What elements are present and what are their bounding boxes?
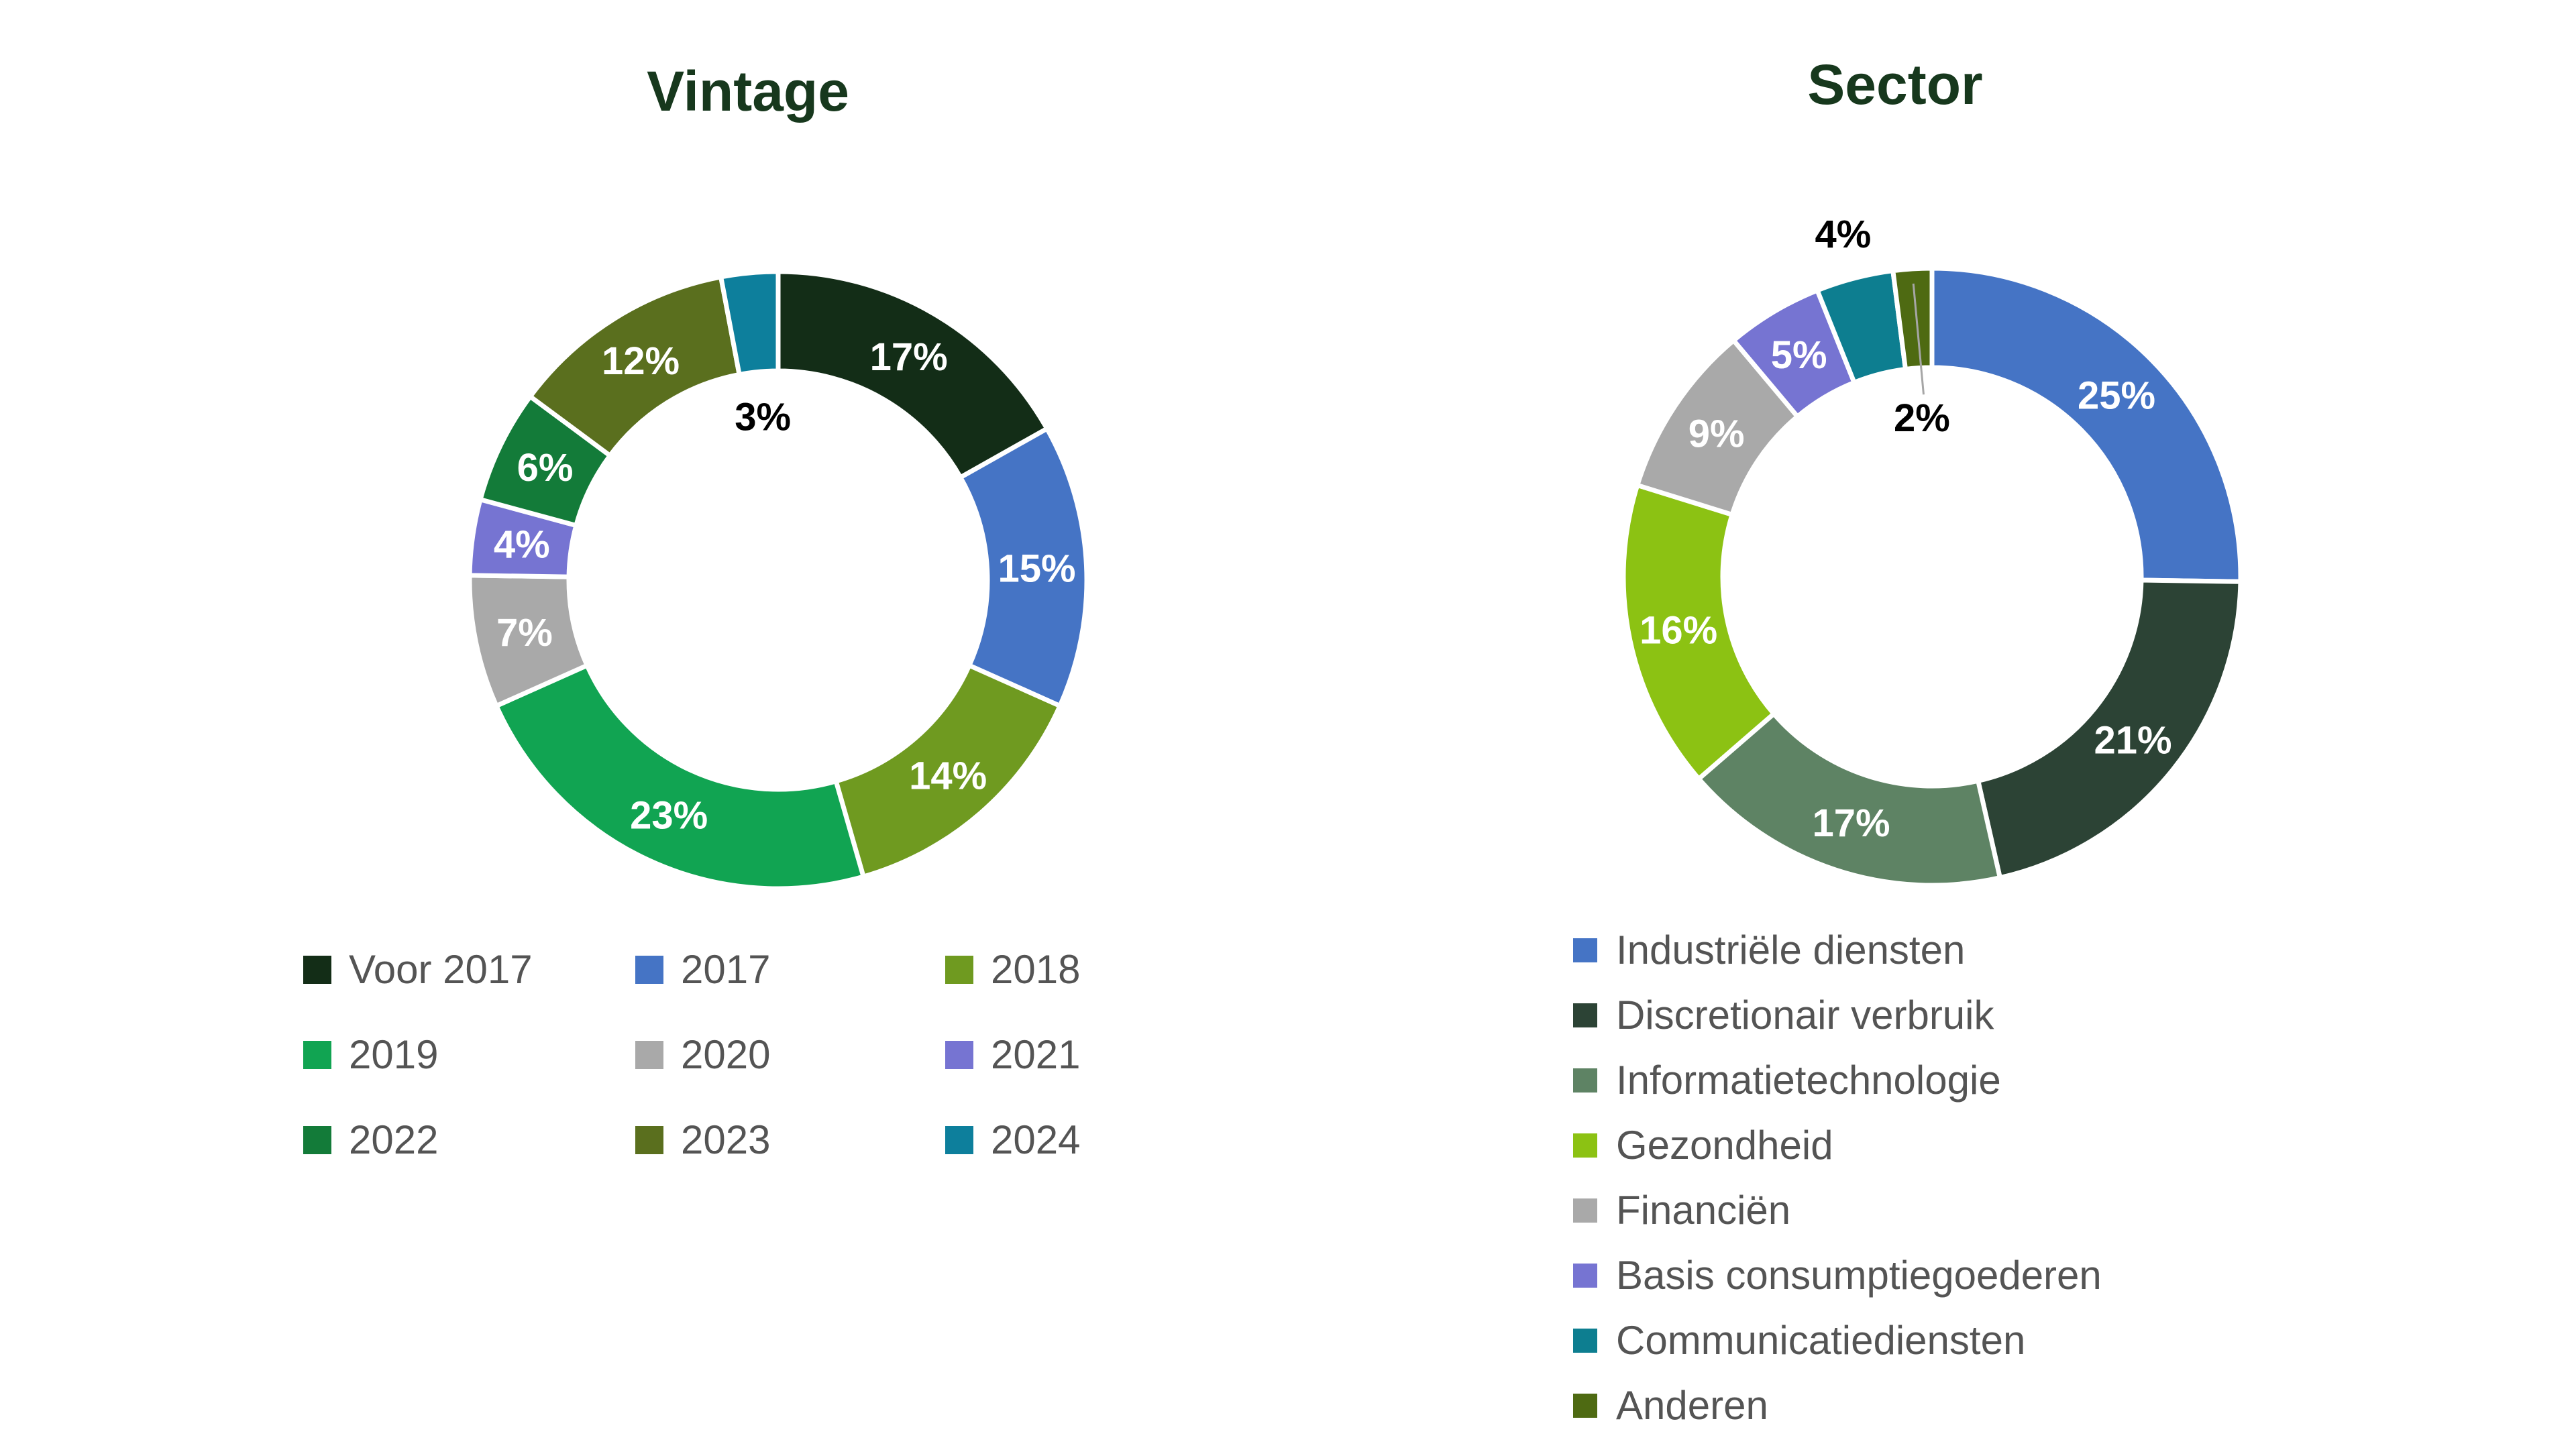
data-label-basis-consumptiegoederen: 5% [1771, 333, 1827, 377]
slice-2019 [494, 663, 866, 891]
data-label-financi-n: 9% [1688, 412, 1745, 455]
vintage-donut-chart: 17% 15% 14% 23% 7% 4% 6% 12% 3% [467, 269, 1089, 891]
legend-item-voor-2017: Voor 2017 [303, 946, 635, 993]
legend-item-financi-n: Financiën [1573, 1178, 2102, 1243]
legend-item-industri-le-diensten: Industriële diensten [1573, 917, 2102, 983]
legend-item-anderen: Anderen [1573, 1373, 2102, 1438]
data-label-gezondheid: 16% [1640, 608, 1717, 652]
vintage-chart-title: Vintage [647, 60, 849, 123]
legend-item-2019: 2019 [303, 1031, 635, 1078]
legend-label: Informatietechnologie [1616, 1058, 2001, 1103]
slice-2024 [718, 269, 781, 377]
sector-donut-chart: 25% 21% 17% 16% 9% 5% 4% 2% [1621, 213, 2243, 888]
data-label-industri-le-diensten: 25% [2078, 374, 2155, 418]
legend-swatch [1573, 1328, 1597, 1353]
data-label-2023: 12% [602, 339, 680, 383]
legend-label: Communicatiediensten [1616, 1318, 2026, 1363]
sector-chart-title: Sector [1807, 53, 1983, 116]
legend-swatch [1573, 1068, 1597, 1093]
legend-label: 2019 [349, 1032, 439, 1077]
legend-label: 2024 [991, 1117, 1081, 1162]
sector-legend: Industriële diensten Discretionair verbru… [1573, 917, 2102, 1438]
data-label-discretionair-verbruik: 21% [2094, 719, 2172, 763]
slice-discretionair-verbruik [1976, 577, 2243, 881]
legend-swatch [1573, 1393, 1597, 1418]
slice-2017 [958, 426, 1089, 709]
slice-informatietechnologie [1696, 711, 2002, 888]
legend-label: 2017 [681, 947, 771, 992]
legend-swatch [635, 955, 663, 984]
data-label-voor-2017: 17% [870, 335, 948, 379]
legend-label: 2021 [991, 1032, 1081, 1077]
data-label-anderen: 2% [1894, 396, 1950, 440]
legend-label: Industriële diensten [1616, 928, 1966, 972]
legend-item-2023: 2023 [635, 1117, 945, 1163]
legend-label: 2020 [681, 1032, 771, 1077]
legend-swatch [1573, 938, 1597, 962]
data-label-2017: 15% [998, 547, 1076, 590]
legend-label: Voor 2017 [349, 947, 533, 992]
legend-item-informatietechnologie: Informatietechnologie [1573, 1048, 2102, 1113]
legend-item-gezondheid: Gezondheid [1573, 1113, 2102, 1178]
legend-label: Discretionair verbruik [1616, 993, 1994, 1038]
data-label-communicatiediensten: 4% [1815, 213, 1871, 256]
data-label-2020: 7% [496, 611, 553, 655]
legend-swatch [635, 1125, 663, 1154]
data-label-2019: 23% [630, 793, 708, 837]
legend-label: 2023 [681, 1117, 771, 1162]
legend-item-2022: 2022 [303, 1117, 635, 1163]
data-label-informatietechnologie: 17% [1813, 801, 1890, 845]
data-label-2021: 4% [494, 522, 550, 566]
data-label-2022: 6% [517, 446, 574, 490]
legend-swatch [1573, 1198, 1597, 1223]
legend-item-discretionair-verbruik: Discretionair verbruik [1573, 983, 2102, 1048]
legend-swatch [945, 955, 973, 984]
legend-swatch [1573, 1133, 1597, 1158]
legend-swatch [303, 955, 331, 984]
legend-label: 2022 [349, 1117, 439, 1162]
legend-swatch [303, 1125, 331, 1154]
legend-label: Gezondheid [1616, 1123, 1833, 1168]
legend-swatch [945, 1125, 973, 1154]
slice-anderen [1890, 266, 1935, 372]
legend-label: 2018 [991, 947, 1081, 992]
legend-swatch [1573, 1003, 1597, 1027]
data-label-2018: 14% [909, 754, 987, 798]
legend-label: Basis consumptiegoederen [1616, 1253, 2102, 1298]
slice-voor-2017 [775, 269, 1050, 480]
legend-swatch [1573, 1263, 1597, 1288]
legend-label: Financiën [1616, 1188, 1791, 1233]
legend-swatch [303, 1040, 331, 1069]
legend-item-communicatiediensten: Communicatiediensten [1573, 1308, 2102, 1373]
legend-item-2024: 2024 [945, 1117, 1175, 1163]
legend-swatch [635, 1040, 663, 1069]
data-label-2024: 3% [735, 395, 791, 439]
legend-item-basis-consumptiegoederen: Basis consumptiegoederen [1573, 1243, 2102, 1308]
legend-swatch [945, 1040, 973, 1069]
legend-item-2018: 2018 [945, 946, 1175, 993]
legend-label: Anderen [1616, 1383, 1768, 1428]
slice-industri-le-diensten [1929, 266, 2243, 584]
vintage-legend: Voor 2017 2017 2018 2019 2020 2021 2022 2023 202… [303, 927, 1175, 1182]
legend-item-2017: 2017 [635, 946, 945, 993]
leader-line-anderen [1912, 283, 1925, 395]
legend-item-2021: 2021 [945, 1031, 1175, 1078]
slice-gezondheid [1621, 482, 1776, 781]
legend-item-2020: 2020 [635, 1031, 945, 1078]
